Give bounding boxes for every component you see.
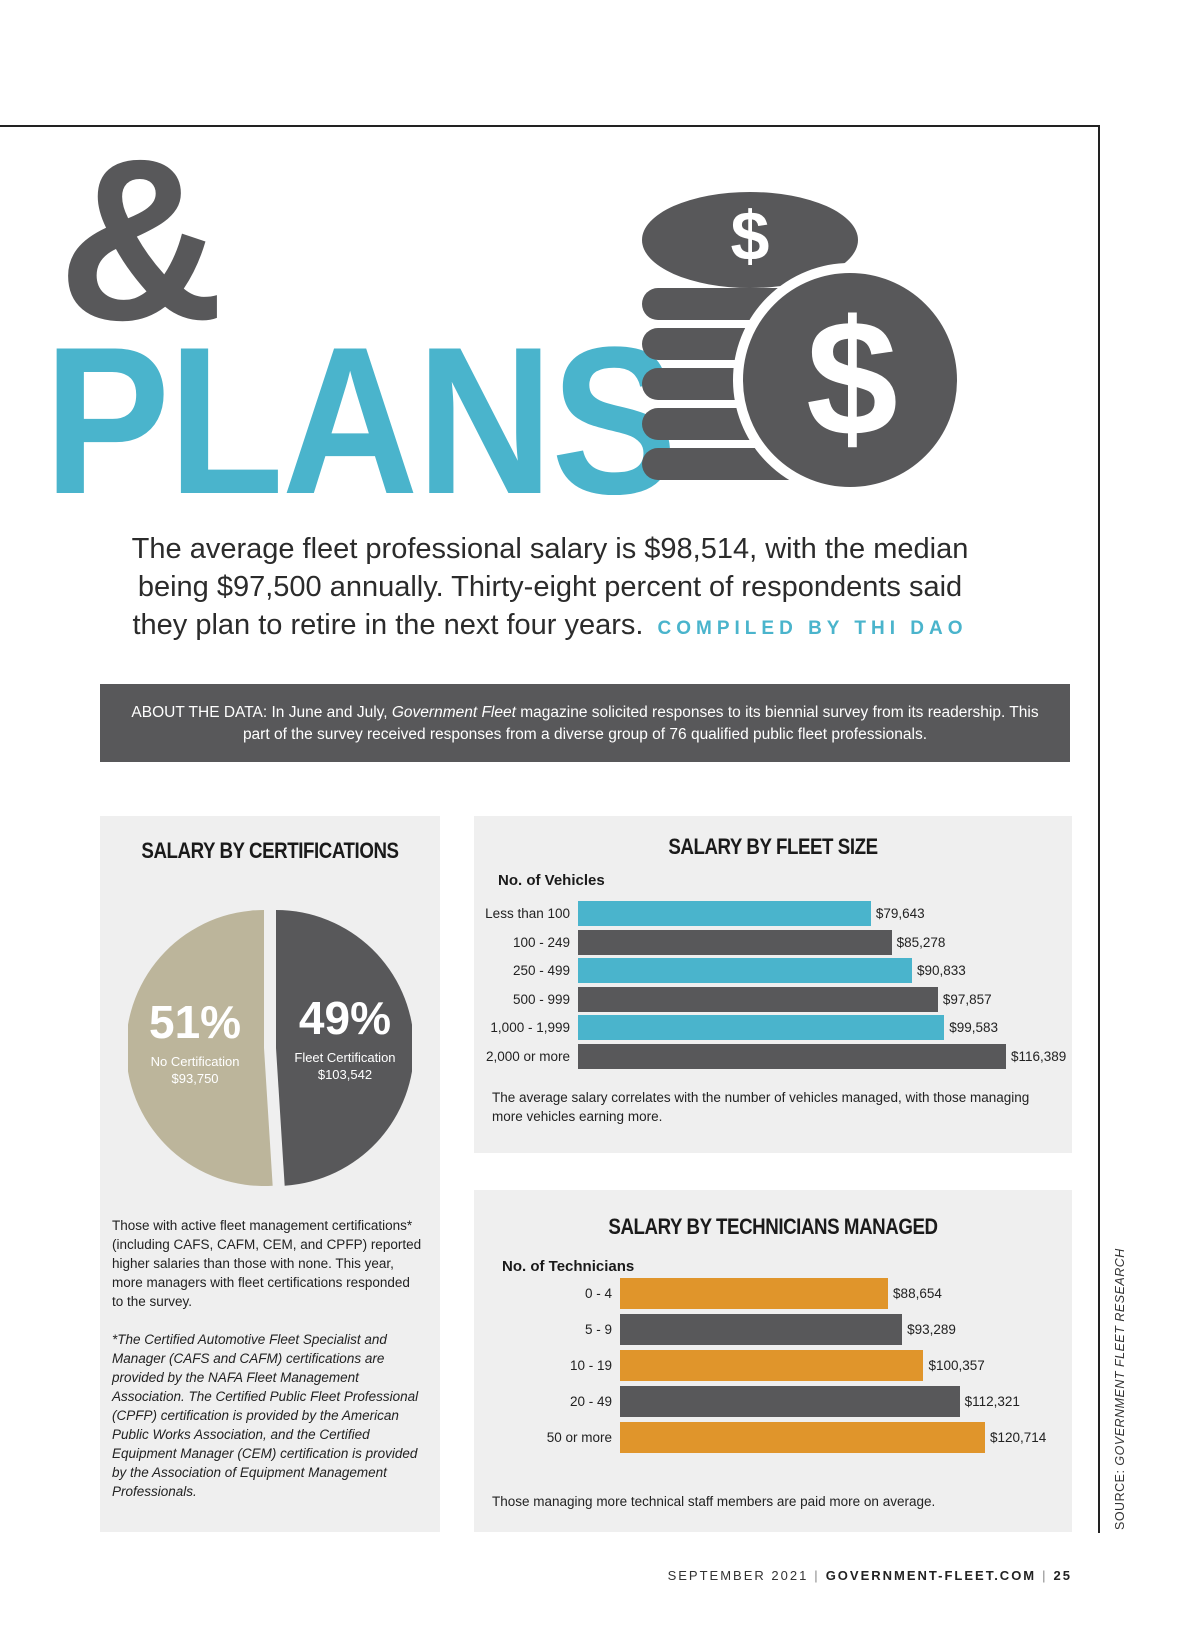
pie-percent-no-certification: 51% [149,996,241,1048]
pie-percent-fleet-certification: 49% [299,992,391,1044]
ampersand-heading: & [58,111,224,368]
about-publication: Government Fleet [391,704,516,721]
fleet-size-bar [578,986,938,1012]
technicians-category-label: 5 - 9 [584,1322,612,1337]
technicians-bar [620,1314,903,1345]
frame-right-rule [1098,125,1100,1533]
fleet-size-bar [578,958,913,984]
fleet-size-value-label: $90,833 [917,963,966,979]
certifications-title: SALARY BY CERTIFICATIONS [141,838,399,863]
page-number: 25 [1053,1568,1072,1583]
footer-date: SEPTEMBER 2021 [667,1568,809,1583]
fleet-size-value-label: $116,389 [1011,1049,1067,1064]
technicians-value-label: $88,654 [893,1286,942,1301]
technicians-bar [620,1350,924,1381]
fleet-size-category-label: 1,000 - 1,999 [490,1020,570,1036]
pie-salary-fleet-certification: $103,542 [318,1067,372,1082]
pie-label-fleet-certification: Fleet Certification [294,1050,395,1065]
fleet-size-category-label: Less than 100 [485,906,570,921]
frame-top-rule [0,125,1100,127]
fleet-size-bar [578,929,892,955]
footer-site: GOVERNMENT-FLEET.COM [825,1568,1037,1583]
fleet-size-bar [578,1015,945,1041]
certifications-text: Those with active fleet management certi… [112,1218,422,1309]
technicians-bar [620,1386,960,1417]
fleet-size-category-label: 100 - 249 [512,934,570,950]
source-name: GOVERNMENT FLEET RESEARCH [1113,1248,1127,1466]
pie-slice-fleet-certification [276,910,412,1186]
fleet-size-bar [578,1044,1006,1069]
intro-text: The average fleet professional salary is… [131,533,969,641]
fleet-size-title: SALARY BY FLEET SIZE [668,834,878,859]
about-prefix: ABOUT THE DATA: In June and July, [131,704,392,721]
technicians-bar [620,1422,985,1453]
technicians-value-label: $100,357 [928,1358,985,1373]
technicians-caption: Those managing more technical staff memb… [492,1494,936,1509]
certification-pie-chart: 49% Fleet Certification $103,542 51% No Cert… [128,910,412,1186]
certifications-panel: SALARY BY CERTIFICATIONS 49% Fleet Certif… [100,816,440,1532]
fleet-size-category-label: 2,000 or more [485,1049,570,1064]
page-title: PLANS [44,303,677,538]
pie-slice-no-certification [128,910,273,1186]
source-prefix: SOURCE: [1113,1465,1127,1530]
byline: COMPILED BY THI DAO [657,618,968,639]
fleet-size-value-label: $97,857 [942,991,992,1007]
fleet-size-value-label: $85,278 [896,934,946,950]
technicians-category-label: 20 - 49 [569,1394,612,1409]
fleet-size-value-label: $79,643 [875,906,925,921]
coin-stack-icon: $ $ [642,192,960,497]
technicians-category-label: 10 - 19 [569,1358,612,1373]
certifications-footnote: *The Certified Automotive Fleet Speciali… [112,1332,419,1499]
svg-text:$: $ [731,197,770,275]
technicians-value-label: $112,321 [964,1394,1020,1409]
fleet-size-category-label: 500 - 999 [512,991,570,1007]
source-credit: SOURCE: GOVERNMENT FLEET RESEARCH [1113,1248,1127,1530]
about-suffix: magazine solicited responses to its bien… [242,704,1039,743]
technicians-value-label: $120,714 [990,1430,1047,1445]
technicians-bar [620,1278,889,1309]
technicians-category-label: 50 or more [546,1430,612,1445]
svg-text:$: $ [806,286,898,470]
fleet-size-axis-title: No. of Vehicles [498,872,605,889]
technicians-title: SALARY BY TECHNICIANS MANAGED [608,1214,938,1239]
pie-label-no-certification: No Certification [151,1054,240,1069]
technicians-axis-title: No. of Technicians [502,1258,635,1275]
pie-salary-no-certification: $93,750 [172,1071,219,1086]
intro-paragraph: The average fleet professional salary is… [130,530,970,648]
technicians-category-label: 0 - 4 [584,1286,612,1301]
technicians-panel: SALARY BY TECHNICIANS MANAGED No. of Tec… [474,1190,1072,1532]
fleet-size-bar [578,901,871,926]
fleet-size-category-label: 250 - 499 [512,963,570,979]
technicians-value-label: $93,289 [907,1322,956,1337]
fleet-size-panel: SALARY BY FLEET SIZE No. of Vehicles Les… [474,816,1072,1153]
about-the-data-box: ABOUT THE DATA: In June and July, Govern… [100,684,1070,762]
fleet-size-caption: The average salary correlates with the n… [492,1090,1030,1124]
page-footer: SEPTEMBER 2021 | GOVERNMENT-FLEET.COM | 25 [667,1568,1072,1583]
fleet-size-value-label: $99,583 [949,1020,998,1036]
